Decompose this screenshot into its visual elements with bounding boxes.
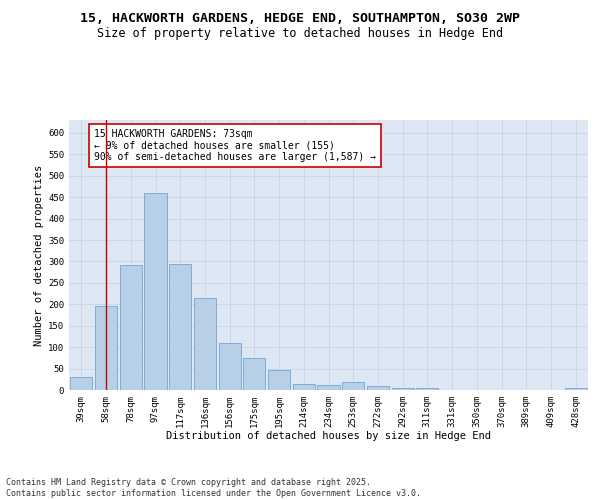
Y-axis label: Number of detached properties: Number of detached properties bbox=[34, 164, 44, 346]
Bar bbox=[416, 388, 439, 390]
Text: Size of property relative to detached houses in Hedge End: Size of property relative to detached ho… bbox=[97, 28, 503, 40]
Bar bbox=[565, 388, 587, 390]
Bar bbox=[392, 388, 414, 390]
Bar bbox=[243, 358, 265, 390]
Bar bbox=[268, 370, 290, 390]
Bar bbox=[95, 306, 117, 390]
Text: 15, HACKWORTH GARDENS, HEDGE END, SOUTHAMPTON, SO30 2WP: 15, HACKWORTH GARDENS, HEDGE END, SOUTHA… bbox=[80, 12, 520, 26]
Bar bbox=[317, 385, 340, 390]
Bar bbox=[342, 382, 364, 390]
Bar bbox=[218, 343, 241, 390]
X-axis label: Distribution of detached houses by size in Hedge End: Distribution of detached houses by size … bbox=[166, 432, 491, 442]
Bar bbox=[367, 386, 389, 390]
Text: Contains HM Land Registry data © Crown copyright and database right 2025.
Contai: Contains HM Land Registry data © Crown c… bbox=[6, 478, 421, 498]
Bar bbox=[169, 264, 191, 390]
Bar bbox=[70, 377, 92, 390]
Bar bbox=[145, 193, 167, 390]
Bar bbox=[293, 384, 315, 390]
Bar bbox=[119, 265, 142, 390]
Text: 15 HACKWORTH GARDENS: 73sqm
← 9% of detached houses are smaller (155)
90% of sem: 15 HACKWORTH GARDENS: 73sqm ← 9% of deta… bbox=[94, 128, 376, 162]
Bar bbox=[194, 298, 216, 390]
